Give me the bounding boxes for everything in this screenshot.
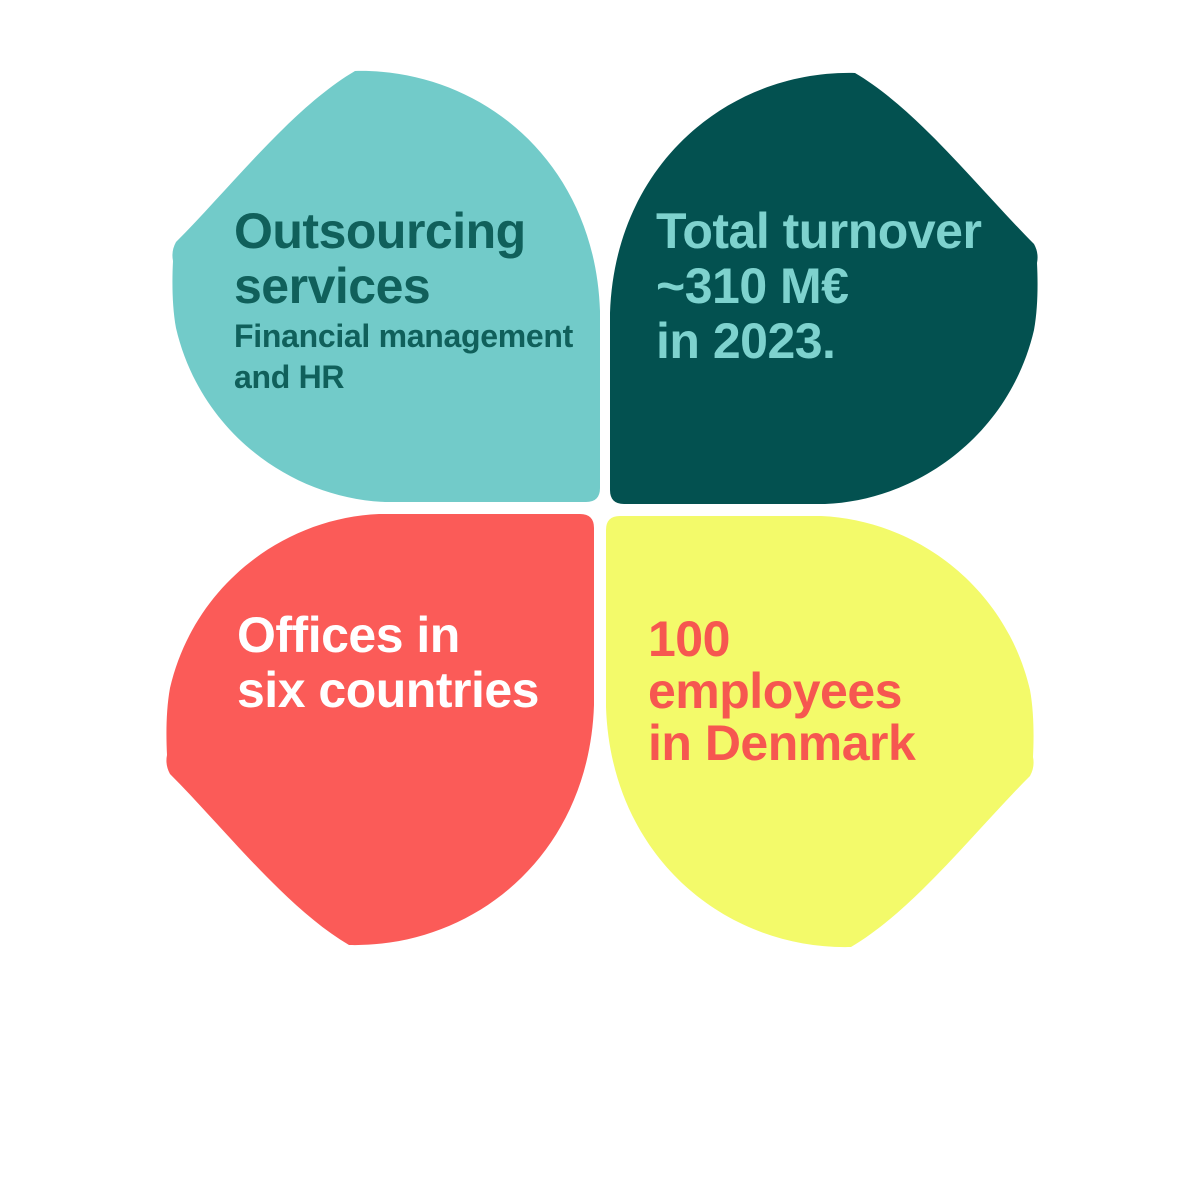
petal-turnover: [610, 72, 1038, 504]
offices-title-line1: Offices in: [237, 607, 460, 663]
outsourcing-title-line2: services: [234, 258, 430, 314]
employees-title-line3: in Denmark: [648, 715, 916, 771]
petal-outsourcing: [172, 70, 600, 502]
turnover-title-line2: ~310 M€: [656, 258, 848, 314]
offices-title-line2: six countries: [237, 662, 539, 718]
petal-employees-shape: [606, 516, 1034, 948]
petal-offices-shape: [166, 514, 594, 946]
turnover-title-line3: in 2023.: [656, 313, 835, 369]
turnover-title-line1: Total turnover: [656, 203, 981, 259]
employees-title-line2: employees: [648, 663, 902, 719]
petal-offices: [166, 514, 594, 946]
outsourcing-subtitle-line1: Financial management: [234, 318, 574, 354]
petal-outsourcing-shape: [172, 70, 600, 502]
petal-turnover-shape: [610, 72, 1038, 504]
employees-title-line1: 100: [648, 611, 730, 667]
petal-employees: [606, 516, 1034, 948]
outsourcing-title-line1: Outsourcing: [234, 203, 526, 259]
outsourcing-subtitle-line2: and HR: [234, 359, 344, 395]
